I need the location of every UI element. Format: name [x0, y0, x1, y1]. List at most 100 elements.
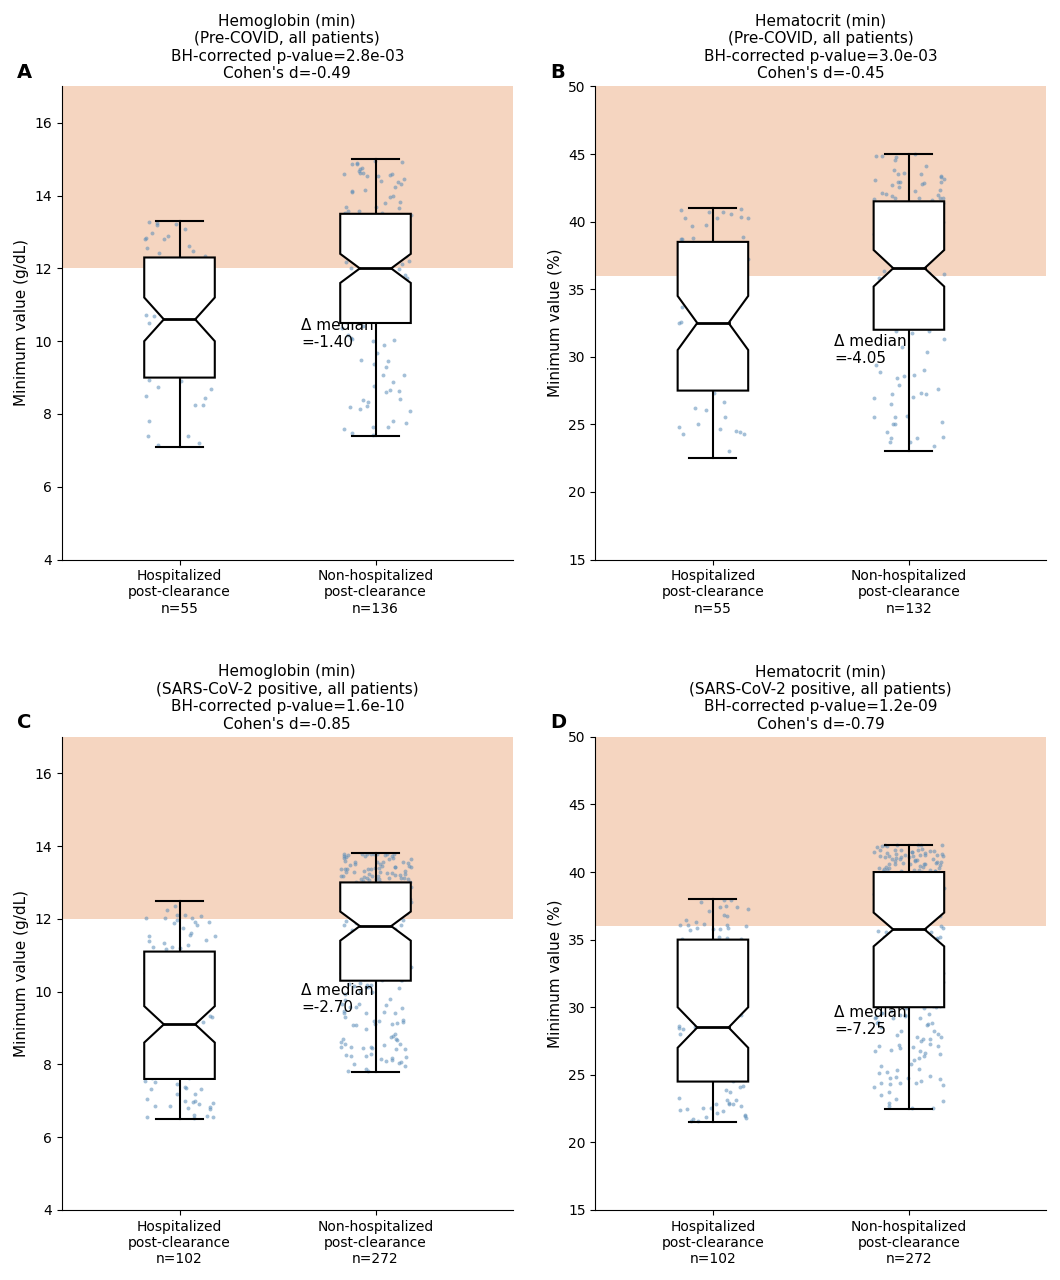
Point: [925, 983, 942, 1004]
Point: [173, 371, 190, 392]
Point: [873, 182, 890, 202]
Point: [348, 1015, 365, 1036]
Point: [879, 836, 896, 856]
Point: [387, 890, 404, 910]
Point: [673, 312, 690, 333]
Point: [175, 918, 192, 938]
Point: [879, 1061, 896, 1082]
Point: [137, 908, 154, 928]
Point: [155, 346, 172, 366]
Point: [394, 910, 411, 931]
Point: [688, 364, 705, 384]
Point: [883, 394, 900, 415]
Point: [925, 268, 942, 288]
Point: [719, 915, 736, 936]
Point: [914, 838, 931, 859]
Point: [149, 435, 166, 456]
Point: [914, 173, 931, 193]
Point: [703, 1024, 720, 1044]
Point: [159, 1061, 176, 1082]
Point: [917, 1043, 934, 1064]
Point: [723, 284, 740, 305]
Point: [370, 165, 387, 186]
Point: [912, 1041, 929, 1061]
Point: [685, 228, 702, 248]
Point: [205, 1107, 222, 1128]
Point: [935, 1091, 952, 1111]
Point: [674, 285, 691, 306]
Point: [912, 920, 929, 941]
Point: [336, 983, 353, 1004]
Point: [137, 228, 154, 248]
Point: [916, 360, 933, 380]
Point: [336, 844, 353, 864]
Point: [365, 417, 382, 438]
Point: [925, 1020, 942, 1041]
Point: [182, 1061, 199, 1082]
Point: [375, 1034, 392, 1055]
Point: [370, 306, 387, 326]
Point: [871, 890, 888, 910]
Point: [908, 887, 925, 908]
Point: [732, 198, 749, 219]
Point: [682, 1028, 699, 1048]
Point: [147, 356, 164, 376]
Point: [384, 923, 401, 943]
Point: [339, 936, 356, 956]
Point: [353, 908, 370, 928]
Point: [731, 421, 748, 442]
Point: [342, 928, 359, 948]
Point: [364, 297, 381, 317]
Point: [684, 348, 701, 369]
Point: [671, 1018, 688, 1038]
Point: [377, 1051, 394, 1071]
Point: [673, 228, 690, 248]
Point: [366, 1010, 383, 1030]
Point: [348, 997, 365, 1018]
Point: [727, 420, 744, 440]
Point: [672, 200, 689, 220]
Point: [337, 252, 354, 273]
Point: [871, 362, 888, 383]
Point: [893, 280, 909, 301]
Point: [724, 1093, 741, 1114]
Point: [393, 970, 410, 991]
Point: [391, 192, 408, 212]
Point: [893, 847, 909, 868]
Point: [194, 1039, 211, 1060]
Point: [703, 987, 720, 1007]
Point: [932, 873, 949, 893]
Point: [399, 291, 416, 311]
Point: [928, 232, 944, 252]
Point: [342, 905, 359, 925]
Point: [923, 922, 940, 942]
Point: [356, 969, 373, 989]
Point: [336, 915, 353, 936]
Point: [181, 236, 198, 256]
Point: [881, 872, 898, 892]
Point: [174, 251, 191, 271]
Point: [387, 858, 404, 878]
Point: [884, 913, 901, 933]
Point: [868, 146, 885, 166]
Point: [888, 1066, 905, 1087]
Point: [382, 936, 399, 956]
Point: [881, 878, 898, 899]
Point: [344, 180, 361, 201]
Point: [352, 163, 369, 183]
Point: [196, 253, 213, 274]
Point: [337, 312, 354, 333]
Point: [932, 872, 949, 892]
Bar: [61, 87, 513, 269]
Point: [149, 376, 166, 397]
Point: [361, 244, 378, 265]
Point: [180, 934, 197, 955]
Point: [673, 297, 690, 317]
Point: [874, 869, 891, 890]
Point: [885, 881, 902, 901]
Point: [177, 219, 194, 239]
Point: [932, 1069, 949, 1089]
Point: [720, 918, 737, 938]
Point: [377, 241, 394, 261]
Point: [739, 899, 756, 919]
